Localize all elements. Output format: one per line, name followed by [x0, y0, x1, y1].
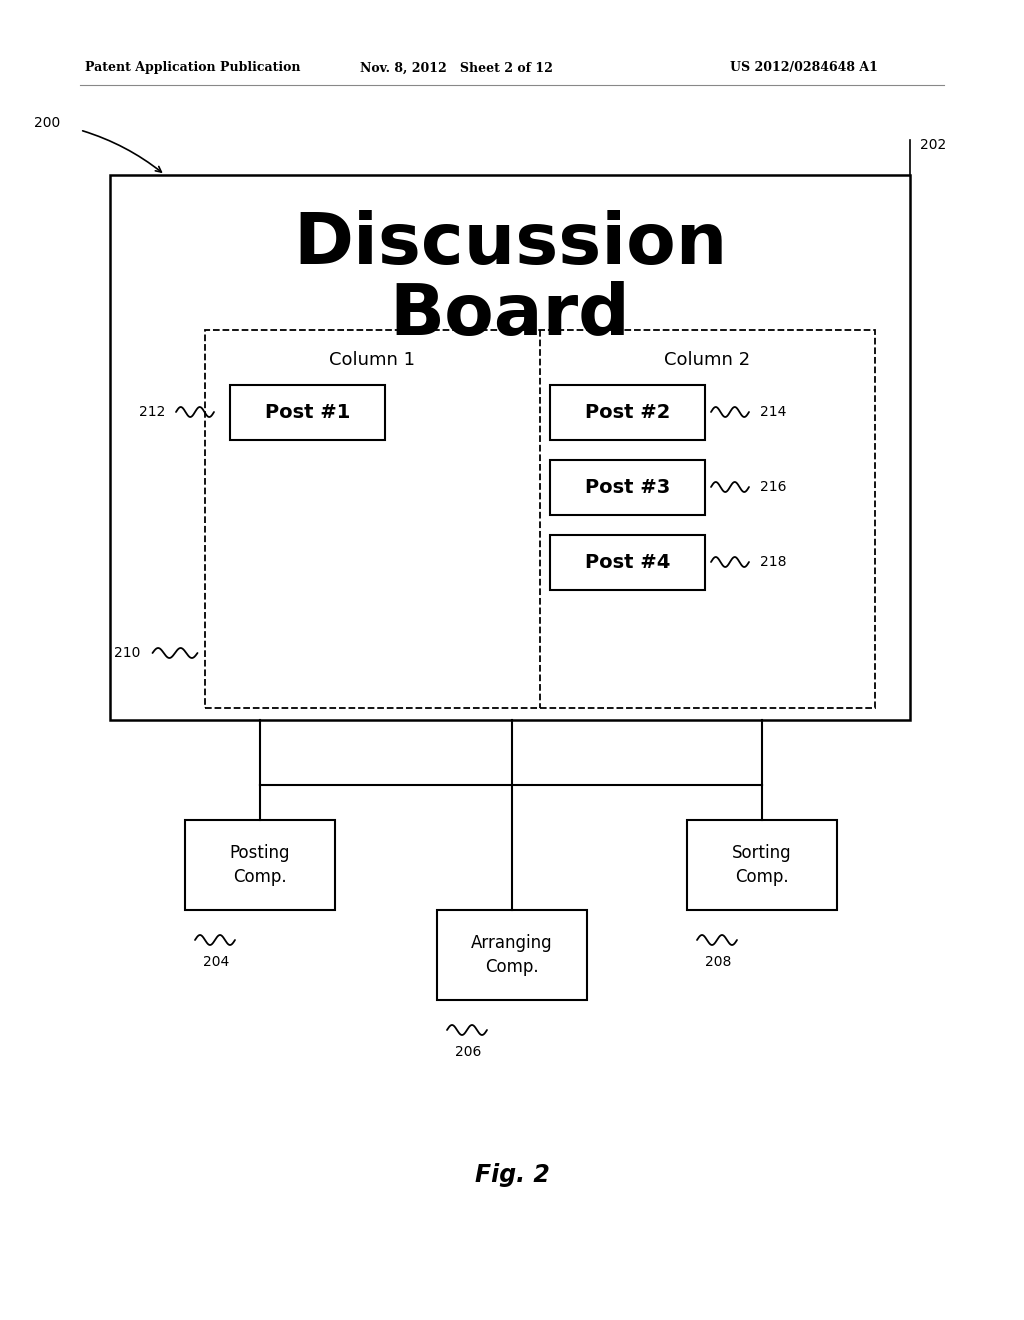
Text: 206: 206 [455, 1045, 481, 1059]
Text: 216: 216 [760, 480, 786, 494]
Bar [550, 385, 705, 440]
Text: 204: 204 [203, 954, 229, 969]
Text: Fig. 2: Fig. 2 [474, 1163, 550, 1187]
Bar [437, 909, 587, 1001]
Text: 208: 208 [705, 954, 731, 969]
Bar [230, 385, 385, 440]
Bar [687, 820, 837, 909]
Bar [110, 176, 910, 719]
Text: Post #3: Post #3 [585, 478, 670, 498]
Text: Post #2: Post #2 [585, 403, 670, 422]
Text: US 2012/0284648 A1: US 2012/0284648 A1 [730, 62, 878, 74]
Text: Column 1: Column 1 [329, 351, 415, 370]
Text: 210: 210 [114, 645, 140, 660]
Text: Nov. 8, 2012   Sheet 2 of 12: Nov. 8, 2012 Sheet 2 of 12 [360, 62, 553, 74]
Text: Arranging
Comp.: Arranging Comp. [471, 935, 553, 975]
Text: 214: 214 [760, 405, 786, 418]
Text: Column 2: Column 2 [664, 351, 750, 370]
Text: 212: 212 [138, 405, 165, 418]
Text: Discussion
Board: Discussion Board [293, 210, 727, 350]
Text: 202: 202 [920, 139, 946, 152]
Bar [550, 459, 705, 515]
Bar [550, 535, 705, 590]
Bar [185, 820, 335, 909]
Text: 218: 218 [760, 554, 786, 569]
Text: Post #1: Post #1 [265, 403, 350, 422]
Text: Sorting
Comp.: Sorting Comp. [732, 845, 792, 886]
Text: Posting
Comp.: Posting Comp. [229, 845, 290, 886]
Text: Post #4: Post #4 [585, 553, 670, 572]
Text: Patent Application Publication: Patent Application Publication [85, 62, 300, 74]
Bar [205, 330, 874, 708]
Text: 200: 200 [34, 116, 60, 129]
